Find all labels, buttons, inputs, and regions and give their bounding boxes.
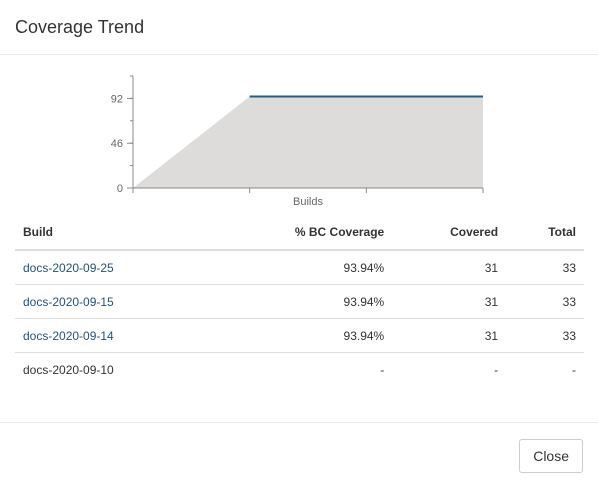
chart-svg: 0 46 92 Builds [111, 75, 484, 208]
build-cell: docs-2020-09-15 [15, 284, 205, 319]
coverage-table: Build % BC Coverage Covered Total docs-2… [15, 216, 584, 386]
coverage-cell: 93.94% [204, 284, 393, 319]
coverage-cell: 93.94% [204, 318, 393, 353]
total-column-header: Total [506, 216, 584, 251]
total-cell: 33 [506, 318, 584, 353]
total-cell: - [572, 362, 576, 377]
covered-cell: - [494, 362, 499, 377]
covered-cell: 31 [392, 284, 507, 319]
table-header-row: Build % BC Coverage Covered Total [15, 216, 584, 251]
build-link[interactable]: docs-2020-09-15 [23, 294, 114, 309]
total-cell: 33 [506, 250, 584, 285]
coverage-column-header: % BC Coverage [204, 216, 393, 251]
covered-cell: 31 [392, 318, 507, 353]
table-row: docs-2020-09-25 93.94% 31 33 [15, 250, 584, 285]
table-row: docs-2020-09-14 93.94% 31 33 [15, 318, 584, 353]
close-button[interactable]: Close [519, 439, 583, 473]
coverage-trend-chart: 0 46 92 Builds [0, 56, 598, 216]
dialog-header: Coverage Trend [0, 0, 598, 55]
coverage-area [133, 96, 483, 188]
total-cell: 33 [506, 284, 584, 319]
build-column-header: Build [15, 216, 205, 251]
y-tick-label: 0 [117, 183, 123, 195]
dialog-title: Coverage Trend [15, 17, 145, 37]
coverage-cell: 93.94% [204, 250, 393, 285]
coverage-cell: - [380, 362, 385, 377]
build-cell: docs-2020-09-25 [15, 250, 205, 285]
x-axis-label: Builds [293, 196, 323, 208]
covered-cell: 31 [392, 250, 507, 285]
build-cell: docs-2020-09-10 [23, 362, 114, 377]
table-row: docs-2020-09-10 - - - [15, 353, 584, 387]
dialog-footer: Close [0, 422, 598, 487]
table-row: docs-2020-09-15 93.94% 31 33 [15, 284, 584, 319]
y-tick-label: 92 [111, 93, 123, 105]
y-tick-label: 46 [111, 138, 123, 150]
build-link[interactable]: docs-2020-09-25 [23, 260, 114, 275]
build-cell: docs-2020-09-14 [15, 318, 205, 353]
coverage-table-container: Build % BC Coverage Covered Total docs-2… [15, 216, 584, 386]
build-link[interactable]: docs-2020-09-14 [23, 328, 114, 343]
covered-column-header: Covered [392, 216, 507, 251]
